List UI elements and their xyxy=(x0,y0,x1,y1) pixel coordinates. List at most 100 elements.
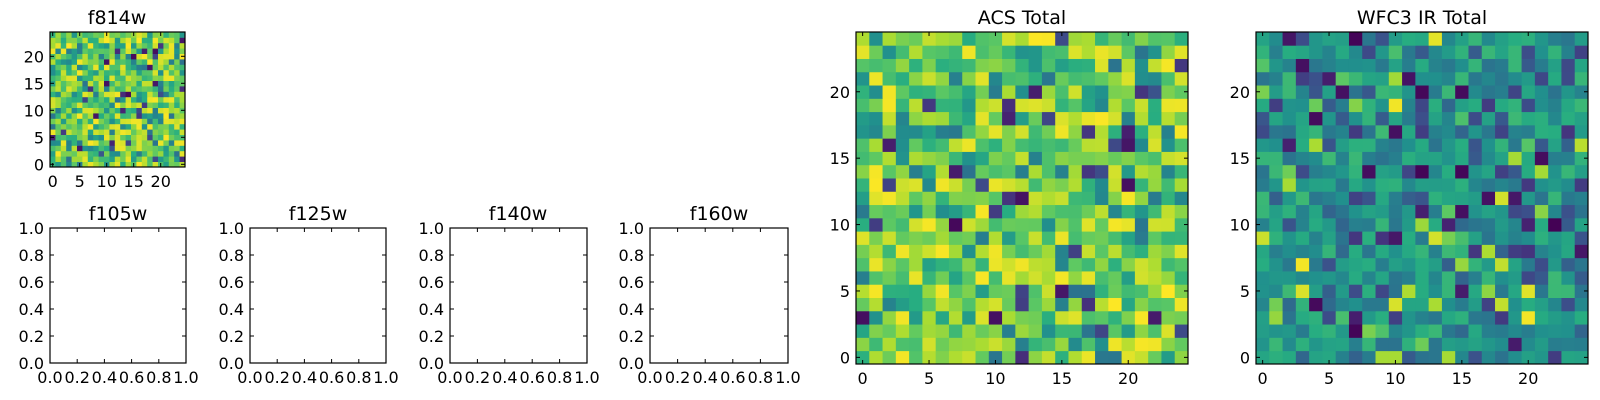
heatmap-cell xyxy=(1455,350,1469,365)
heatmap-cell xyxy=(1415,98,1430,113)
heatmap-cell xyxy=(147,86,153,92)
y-tick-label: 0 xyxy=(34,155,44,174)
heatmap-cell xyxy=(1388,271,1403,285)
heatmap-cell xyxy=(1081,58,1096,73)
heatmap-cell xyxy=(131,59,137,65)
heatmap-cell xyxy=(55,96,62,103)
heatmap-cell xyxy=(869,271,883,285)
heatmap-cell xyxy=(1081,178,1096,192)
heatmap-cell xyxy=(1388,45,1403,59)
heatmap-cell xyxy=(125,69,132,76)
heatmap-cell xyxy=(174,123,180,130)
heatmap-cell xyxy=(1534,151,1549,166)
heatmap-cell xyxy=(109,107,116,114)
heatmap-cell xyxy=(147,134,153,141)
heatmap-cell xyxy=(1161,45,1176,59)
heatmap-cell xyxy=(1028,324,1043,338)
heatmap-cell xyxy=(1174,98,1189,113)
heatmap-cell xyxy=(1081,71,1096,86)
heatmap-cell xyxy=(1269,244,1283,259)
x-tick-label: 15 xyxy=(124,172,144,191)
heatmap-cell xyxy=(125,48,132,54)
heatmap-cell xyxy=(882,124,897,139)
heatmap-cell xyxy=(93,156,99,162)
heatmap-cell xyxy=(895,310,910,325)
heatmap-cell xyxy=(922,284,937,298)
heatmap-cell xyxy=(1428,45,1443,59)
heatmap-cell xyxy=(895,98,910,113)
heatmap-cell xyxy=(1148,337,1162,352)
heatmap-cell xyxy=(1455,58,1469,73)
heatmap-cell xyxy=(1295,271,1310,285)
heatmap-cell xyxy=(1148,310,1162,325)
heatmap-cell xyxy=(1362,138,1376,152)
heatmap-cell xyxy=(66,96,72,103)
heatmap-cell xyxy=(909,32,923,46)
heatmap-cell xyxy=(152,48,159,54)
heatmap-cell xyxy=(1534,324,1549,338)
heatmap-cell xyxy=(1534,204,1549,219)
heatmap-cell xyxy=(71,107,78,114)
heatmap-cell xyxy=(98,150,105,157)
heatmap-cell xyxy=(1348,310,1363,325)
y-tick-label: 20 xyxy=(1230,83,1250,102)
heatmap-cell xyxy=(1174,32,1189,46)
heatmap-cell xyxy=(141,102,148,108)
heatmap-cell xyxy=(120,123,126,130)
heatmap-cell xyxy=(163,86,170,92)
heatmap-cell xyxy=(962,58,976,73)
heatmap-cell xyxy=(174,80,180,87)
heatmap-cell xyxy=(988,297,1003,312)
heatmap-cell xyxy=(98,134,105,141)
heatmap-cell xyxy=(1322,32,1337,46)
heatmap-cell xyxy=(948,45,963,59)
heatmap-cell xyxy=(50,48,56,54)
heatmap-cell xyxy=(1041,257,1056,272)
heatmap-cell xyxy=(141,96,148,103)
heatmap-cell xyxy=(1068,71,1083,86)
heatmap-cell xyxy=(988,178,1003,192)
heatmap-cell xyxy=(1348,324,1363,338)
heatmap-cell xyxy=(1108,337,1122,352)
heatmap-cell xyxy=(120,86,126,92)
heatmap-cell xyxy=(109,96,116,103)
heatmap-cell xyxy=(1095,324,1109,338)
heatmap-cell xyxy=(1375,337,1390,352)
heatmap-cell xyxy=(1295,257,1310,272)
heatmap-cell xyxy=(975,257,990,272)
heatmap-cell xyxy=(1081,98,1096,113)
heatmap-cell xyxy=(1161,124,1176,139)
heatmap-cell xyxy=(98,113,105,119)
heatmap-cell xyxy=(131,69,137,76)
heatmap-cell xyxy=(174,145,180,152)
heatmap-cell xyxy=(1174,310,1189,325)
heatmap-cell xyxy=(168,59,175,65)
heatmap-cell xyxy=(1402,32,1416,46)
heatmap-cell xyxy=(1161,98,1176,113)
heatmap-cell xyxy=(1295,164,1310,179)
heatmap-cell xyxy=(82,102,89,108)
heatmap-cell xyxy=(1548,310,1562,325)
heatmap-cell xyxy=(163,134,170,141)
heatmap-cell xyxy=(1121,324,1136,338)
heatmap-cell xyxy=(1121,178,1136,192)
heatmap-cell xyxy=(66,91,72,98)
heatmap-cell xyxy=(1375,151,1390,166)
heatmap-cell xyxy=(152,161,159,168)
heatmap-cell xyxy=(141,150,148,157)
heatmap-cell xyxy=(1002,85,1016,99)
heatmap-cell xyxy=(1148,32,1162,46)
heatmap-cell xyxy=(988,111,1003,126)
heatmap-cell xyxy=(60,156,67,162)
heatmap-cell xyxy=(1148,297,1162,312)
heatmap-cell xyxy=(988,191,1003,206)
panel-title: WFC3 IR Total xyxy=(1357,7,1487,29)
heatmap-cell xyxy=(1468,244,1483,259)
heatmap-cell xyxy=(1256,231,1270,245)
heatmap-cell xyxy=(1095,310,1109,325)
heatmap-cell xyxy=(1574,164,1589,179)
heatmap-cell xyxy=(1322,324,1337,338)
heatmap-cell xyxy=(922,124,937,139)
heatmap-cell xyxy=(1256,324,1270,338)
y-tick-label: 0.8 xyxy=(219,246,244,265)
